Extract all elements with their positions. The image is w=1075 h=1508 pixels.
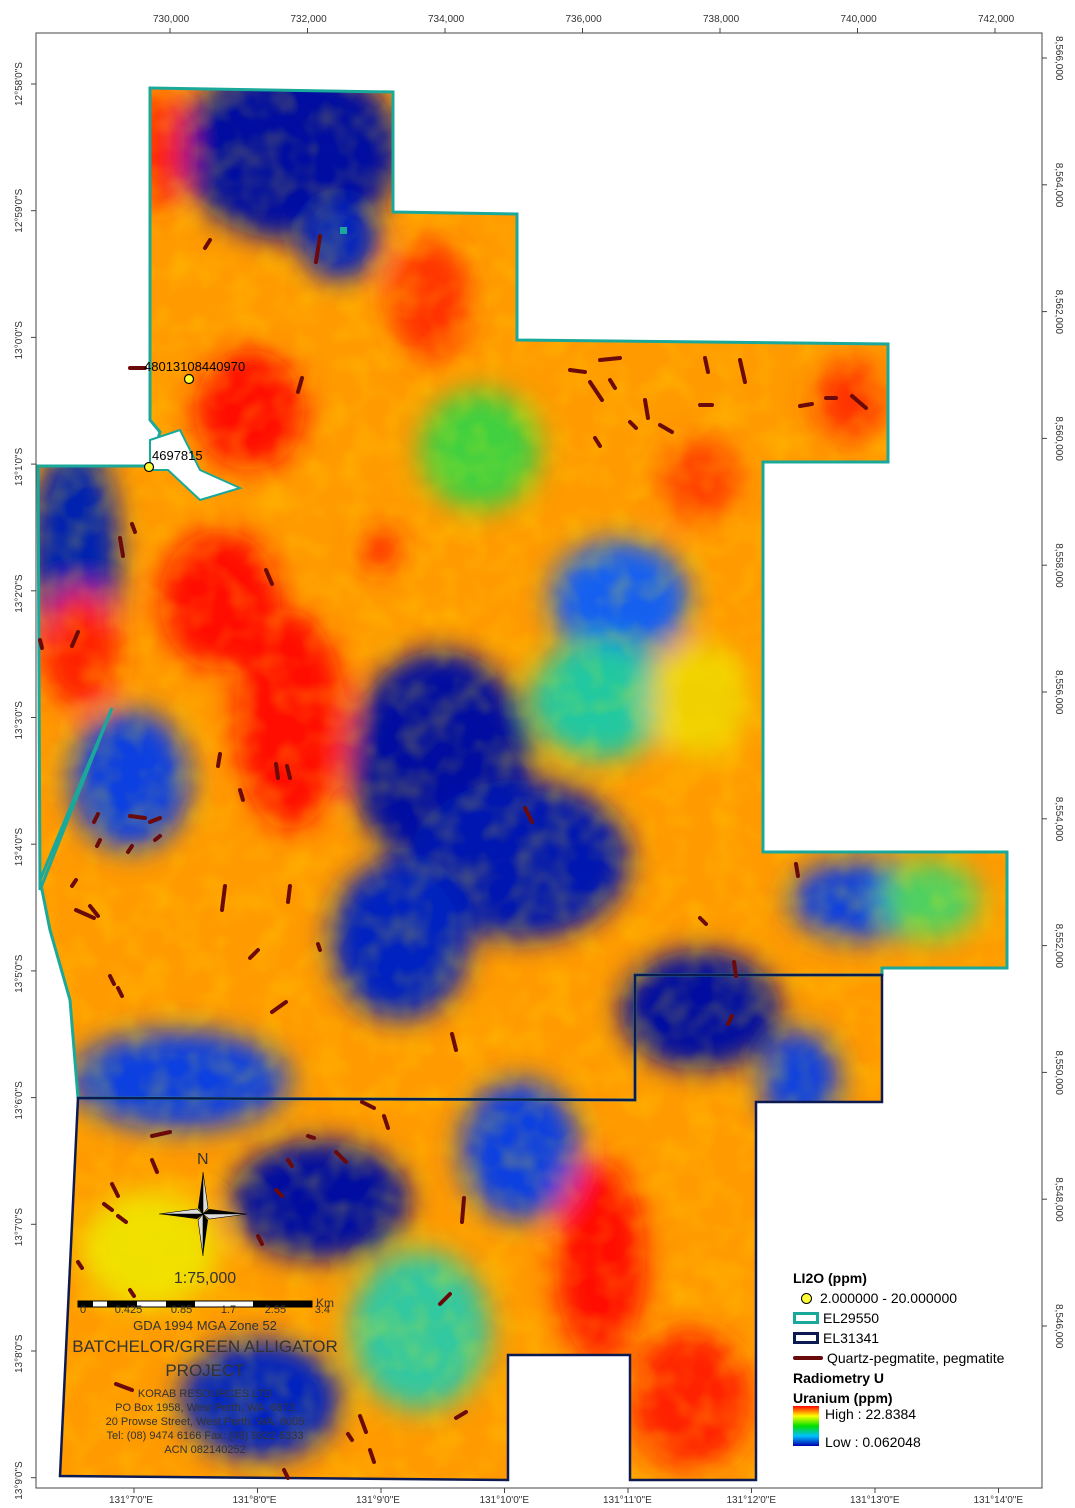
uranium-color-ramp	[793, 1406, 819, 1446]
northing-label: 8,552,000	[1053, 924, 1064, 969]
legend-uranium-title: Uranium (ppm)	[793, 1390, 893, 1406]
legend-li2o-range: 2.000000 - 20.000000	[820, 1290, 958, 1306]
legend-low: Low : 0.062048	[825, 1434, 921, 1450]
longitude-label: 131°10'0"E	[480, 1495, 530, 1506]
latitude-label: 12°58'0"S	[14, 62, 25, 106]
scale-ratio: 1:75,000	[173, 1270, 237, 1287]
longitude-label: 131°9'0"E	[356, 1495, 400, 1506]
north-label: N	[197, 1151, 209, 1168]
small-tenement	[340, 227, 347, 234]
legend-radiometry-title: Radiometry U	[793, 1370, 885, 1386]
longitude-label: 131°8'0"E	[233, 1495, 277, 1506]
latitude-label: 13°4'0"S	[14, 827, 25, 866]
company-tel: Tel: (08) 9474 6166 Fax: (08) 9322 6333	[106, 1430, 304, 1442]
pegmatite-lines	[38, 234, 868, 1480]
latitude-label: 13°8'0"S	[14, 1334, 25, 1373]
northing-label: 8,560,000	[1053, 416, 1064, 461]
legend-el31341: EL31341	[823, 1330, 880, 1346]
easting-label: 738,000	[703, 14, 740, 25]
easting-label: 736,000	[566, 14, 603, 25]
bottom-tick-marks: 131°7'0"E 131°8'0"E 131°9'0"E 131°10'0"E 131…	[109, 1488, 1023, 1506]
sample-label: 4697815	[152, 448, 203, 463]
latitude-label: 13°9'0"S	[14, 1461, 25, 1500]
company-acn: ACN 082140252	[164, 1444, 246, 1456]
easting-label: 742,000	[978, 14, 1015, 25]
scale-tick-labels: 0 0.425 0.85 1.7 2.55 3.4	[80, 1304, 330, 1316]
project-info-block: 1:75,000 0 0.425 0.85 1.7 2.55 3.4 GDA 1…	[60, 1270, 350, 1457]
scale-tick: 0	[80, 1304, 87, 1316]
scale-tick: 3.4	[314, 1304, 330, 1316]
north-arrow-icon	[158, 1171, 248, 1257]
legend-pegmatite: Quartz-pegmatite, pegmatite	[827, 1350, 1005, 1366]
easting-label: 740,000	[841, 14, 878, 25]
datum-label: GDA 1994 MGA Zone 52	[133, 1318, 277, 1333]
scale-unit: Km	[316, 1296, 334, 1310]
longitude-label: 131°14'0"E	[974, 1495, 1024, 1506]
northing-label: 8,562,000	[1053, 290, 1064, 335]
el31341-swatch-icon	[793, 1332, 819, 1344]
el31341-boundary	[58, 973, 884, 1482]
sample-point[interactable]	[183, 373, 195, 385]
company-street: 20 Prowse Street, West Perth, WA, 6005	[105, 1416, 305, 1428]
longitude-label: 131°12'0"E	[727, 1495, 777, 1506]
northing-label: 8,564,000	[1053, 163, 1064, 208]
project-title-line1: BATCHELOR/GREEN ALLIGATOR	[72, 1337, 338, 1356]
latitude-label: 13°7'0"S	[14, 1208, 25, 1247]
el29550-swatch-icon	[793, 1312, 819, 1324]
sample-point[interactable]	[143, 461, 155, 473]
northing-label: 8,546,000	[1053, 1304, 1064, 1349]
longitude-label: 131°13'0"E	[850, 1495, 900, 1506]
latitude-label: 13°2'0"S	[14, 574, 25, 613]
northing-label: 8,556,000	[1053, 670, 1064, 715]
company-po: PO Box 1958, West Perth, WA, 6872	[115, 1402, 295, 1414]
map-frame	[35, 32, 1043, 1489]
sample-label: 48013108440970	[144, 359, 245, 374]
scale-tick: 0.85	[170, 1304, 193, 1316]
latitude-label: 13°5'0"S	[14, 954, 25, 993]
latitude-label: 13°0'0"S	[14, 321, 25, 360]
sample-dot-icon	[801, 1292, 812, 1304]
northing-label: 8,548,000	[1053, 1177, 1064, 1222]
scale-tick: 0.425	[114, 1304, 143, 1316]
northing-label: 8,566,000	[1053, 36, 1064, 81]
scale-tick: 1.7	[220, 1304, 237, 1316]
easting-label: 734,000	[428, 14, 465, 25]
northing-label: 8,550,000	[1053, 1050, 1064, 1095]
northing-label: 8,558,000	[1053, 543, 1064, 588]
company-name: KORAB RESOURCES LTD	[137, 1388, 273, 1400]
legend-high: High : 22.8384	[825, 1406, 917, 1422]
latitude-label: 13°1'0"S	[14, 447, 25, 486]
latitude-label: 12°59'0"S	[14, 188, 25, 232]
top-tick-marks: 730,000 732,000 734,000 736,000 738,000 740,0…	[153, 14, 1015, 33]
map-legend: LI2O (ppm) 2.000000 - 20.000000 EL29550 …	[793, 1268, 1053, 1450]
easting-label: 732,000	[291, 14, 328, 25]
pegmatite-line-icon	[793, 1356, 823, 1360]
scale-bar	[77, 1300, 313, 1308]
left-tick-marks: 12°58'0"S 12°59'0"S 13°0'0"S 13°1'0"S 13°2'0…	[14, 62, 36, 1500]
easting-label: 730,000	[153, 14, 190, 25]
longitude-label: 131°11'0"E	[603, 1495, 652, 1506]
scale-tick: 2.55	[264, 1304, 287, 1316]
longitude-label: 131°7'0"E	[109, 1495, 153, 1506]
legend-li2o-title: LI2O (ppm)	[793, 1270, 867, 1286]
project-title-line2: PROJECT	[165, 1361, 245, 1380]
latitude-label: 13°3'0"S	[14, 701, 25, 740]
northing-label: 8,554,000	[1053, 797, 1064, 842]
right-tick-marks: 8,566,000 8,564,000 8,562,000 8,560,000 8,55…	[1042, 36, 1064, 1349]
latitude-label: 13°6'0"S	[14, 1081, 25, 1120]
legend-el29550: EL29550	[823, 1310, 880, 1326]
